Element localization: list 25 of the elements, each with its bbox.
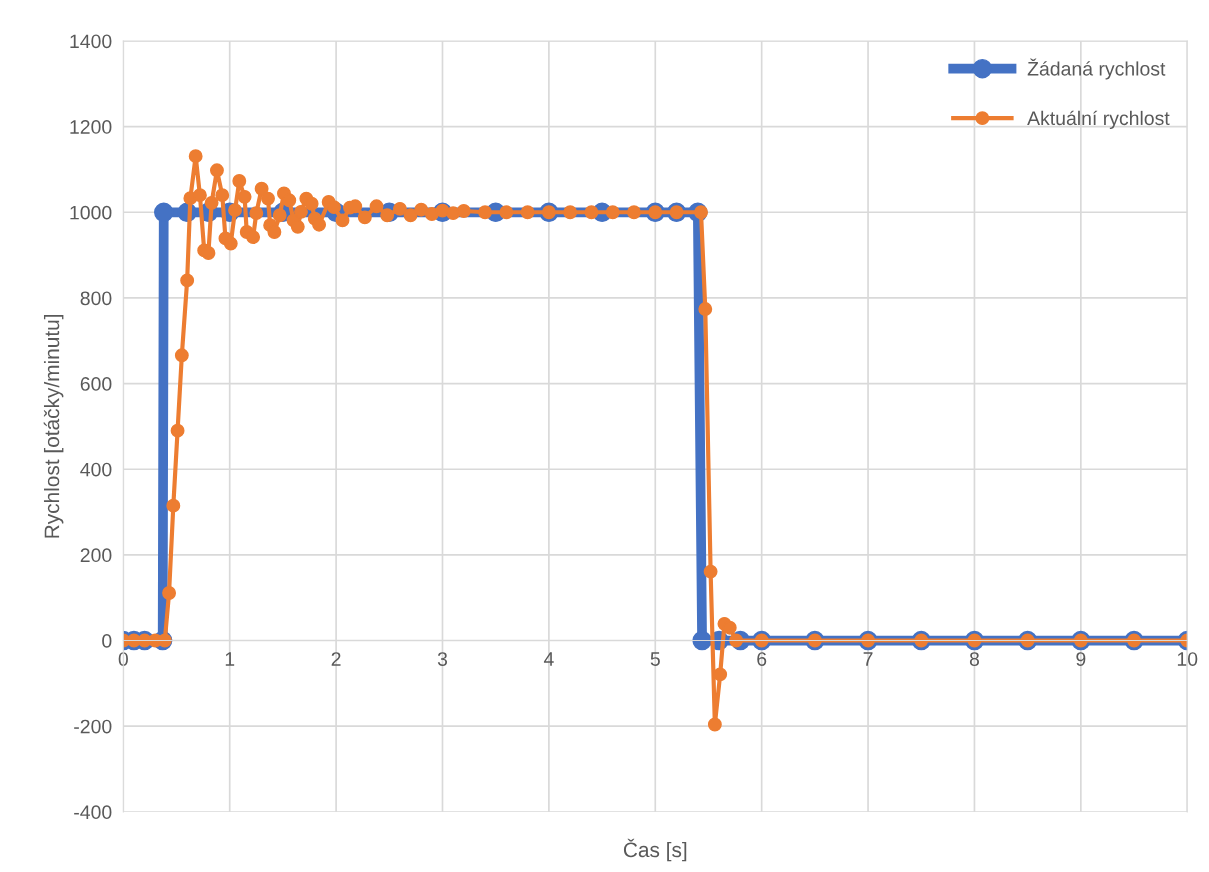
x-tick-label: 3 — [437, 652, 448, 666]
x-tick-label: 9 — [1076, 652, 1086, 666]
legend-label: Žádaná rychlost — [1027, 58, 1166, 80]
x-tick-label: 8 — [969, 652, 980, 666]
legend-label: Aktuální rychlost — [1027, 110, 1170, 129]
y-tick-label: 1200 — [70, 120, 112, 134]
x-tick-label: 4 — [543, 652, 554, 666]
y-tick-label: -400 — [74, 805, 112, 820]
y-tick-label: 200 — [80, 548, 112, 563]
y-tick-label: 0 — [102, 634, 112, 648]
y-tick-label: -200 — [74, 719, 112, 734]
x-axis-title: Čas [s] — [623, 838, 687, 862]
y-tick-label: 600 — [80, 377, 112, 391]
x-tick-label: 0 — [118, 652, 128, 666]
y-tick-label: 1000 — [70, 205, 112, 220]
x-tick-label: 7 — [863, 652, 873, 666]
y-axis-title: Rychlost [otáčky/minutu] — [43, 315, 64, 538]
x-tick-label: 2 — [331, 652, 341, 666]
x-tick-label: 1 — [225, 652, 235, 666]
x-tick-label: 6 — [757, 652, 767, 666]
y-tick-label: 800 — [80, 291, 112, 306]
y-tick-label: 400 — [80, 462, 112, 477]
y-tick-label: 1400 — [70, 34, 112, 49]
x-tick-label: 10 — [1177, 652, 1198, 666]
x-tick-label: 5 — [650, 652, 660, 666]
